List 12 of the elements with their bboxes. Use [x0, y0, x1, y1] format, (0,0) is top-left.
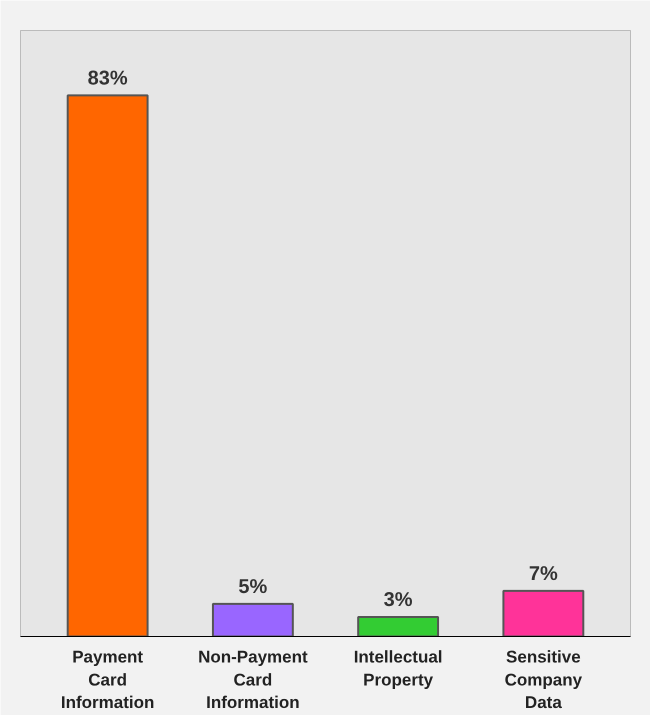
data-label: 5% — [238, 576, 268, 598]
bar — [212, 602, 294, 636]
data-label: 3% — [384, 588, 413, 611]
x-tick-label: Intellectual Property — [354, 648, 443, 690]
x-tick-label: Payment Card Information — [60, 648, 154, 712]
x-tick-label: Sensitive Company Data — [504, 648, 583, 712]
bar — [502, 590, 584, 636]
data-label: 83% — [88, 67, 128, 90]
bar — [66, 94, 149, 636]
x-tick-label: Non-Payment Card Information — [198, 648, 308, 712]
data-label: 7% — [528, 562, 558, 585]
bar — [357, 616, 440, 636]
